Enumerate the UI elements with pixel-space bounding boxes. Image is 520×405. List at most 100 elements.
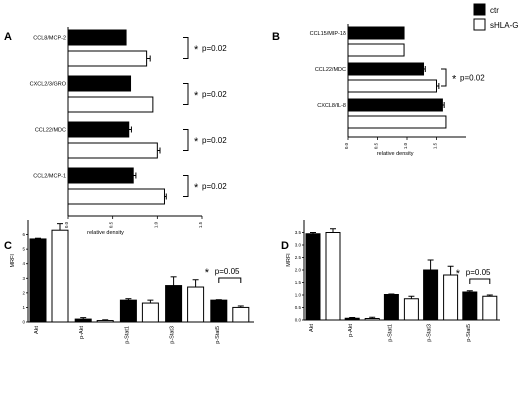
significance-bracket bbox=[183, 175, 189, 197]
p-value-label: p=0.02 bbox=[202, 90, 227, 99]
bar-shla-g-akt bbox=[51, 229, 69, 323]
legend-swatch-ctr bbox=[473, 3, 486, 16]
bar-ctr-p-akt bbox=[344, 317, 360, 321]
legend-swatch-shla-g bbox=[473, 18, 486, 31]
y-tick-label: 3.0 bbox=[295, 243, 302, 248]
bar-shla-g-cxcl2-3-gro bbox=[67, 96, 154, 113]
bar-ctr-p-akt bbox=[74, 318, 92, 323]
category-label-p-akt: p-Akt bbox=[79, 326, 85, 339]
panel-b: B 0.0 0.5 1.0 1.5 relative density CCL15/MIP-1… bbox=[272, 24, 485, 157]
y-tick-label: 3.5 bbox=[295, 230, 302, 235]
bar-ctr-akt bbox=[305, 233, 321, 321]
bar-ctr-ccl22-mdc bbox=[67, 121, 130, 138]
y-tick-label: 1 bbox=[22, 305, 25, 310]
panel-a: A 0.0 0.5 1.0 1.5 relative density CCL8/MCP-2 C… bbox=[4, 27, 227, 236]
significance-bracket bbox=[441, 68, 447, 87]
y-tick-label: 4 bbox=[22, 261, 25, 266]
category-label-p-stat3: p-Stat3 bbox=[427, 324, 433, 342]
bar-ctr-p-stat5 bbox=[462, 291, 478, 321]
y-tick-label: 3 bbox=[22, 276, 25, 281]
category-label-p-stat1: p-Stat1 bbox=[387, 324, 393, 342]
significance-star: * bbox=[194, 182, 199, 194]
x-tick-label: 0.0 bbox=[344, 142, 349, 149]
significance-star: * bbox=[194, 136, 199, 148]
significance-bracket bbox=[218, 277, 242, 283]
bar-ctr-ccl2-mcp-1 bbox=[67, 167, 134, 184]
significance-bracket bbox=[183, 37, 189, 59]
p-value-label: p=0.02 bbox=[202, 136, 227, 145]
y-tick-label: 2.5 bbox=[295, 255, 302, 260]
bar-ctr-p-stat5 bbox=[210, 299, 228, 323]
bar-shla-g-p-stat3 bbox=[443, 274, 459, 321]
y-axis-label: MRFI bbox=[10, 254, 16, 268]
y-tick-label: 6 bbox=[22, 232, 25, 237]
bar-shla-g-p-stat3 bbox=[187, 286, 205, 323]
bar-ctr-akt bbox=[29, 238, 47, 323]
bar-shla-g-p-stat1 bbox=[403, 298, 419, 321]
legend-label-ctr: ctr bbox=[490, 6, 499, 15]
category-label-p-stat3: p-Stat3 bbox=[170, 326, 176, 344]
y-tick-label: 0.5 bbox=[295, 305, 302, 310]
category-label-p-stat5: p-Stat5 bbox=[215, 326, 221, 344]
bar-shla-g-ccl22-mdc bbox=[347, 79, 437, 93]
bar-ctr-ccl15-mip-1 bbox=[347, 26, 405, 40]
panel-label: D bbox=[281, 240, 289, 252]
category-label-ccl22-mdc: CCL22/MDC bbox=[315, 67, 346, 73]
category-label-akt: Akt bbox=[34, 326, 40, 334]
x-tick-label: 1.5 bbox=[433, 142, 438, 149]
bar-shla-g-p-stat5 bbox=[482, 295, 498, 321]
bar-shla-g-ccl2-mcp-1 bbox=[67, 188, 165, 205]
y-tick-label: 0 bbox=[22, 320, 25, 325]
significance-star: * bbox=[194, 90, 199, 102]
y-tick-label: 0.0 bbox=[295, 318, 302, 323]
y-tick-label: 2.0 bbox=[295, 268, 302, 273]
category-label-akt: Akt bbox=[309, 324, 315, 332]
category-label-ccl22-mdc: CCL22/MDC bbox=[35, 128, 66, 134]
p-value-label: p=0.05 bbox=[466, 268, 491, 277]
bar-shla-g-cxcl8-il-8 bbox=[347, 115, 447, 129]
category-label-p-stat1: p-Stat1 bbox=[124, 326, 130, 344]
significance-bracket bbox=[183, 129, 189, 151]
y-tick-label: 1.0 bbox=[295, 293, 302, 298]
y-axis-label: MRFI bbox=[286, 253, 292, 267]
bar-shla-g-ccl15-mip-1 bbox=[347, 43, 405, 57]
significance-star: * bbox=[456, 268, 461, 280]
x-axis-label: relative density bbox=[377, 151, 414, 157]
category-label-p-akt: p-Akt bbox=[348, 324, 354, 337]
x-axis-label: relative density bbox=[87, 230, 124, 236]
y-tick-label: 5 bbox=[22, 247, 25, 252]
category-label-cxcl2-3-gro: CXCL2/3/GRO bbox=[30, 82, 67, 88]
p-value-label: p=0.02 bbox=[202, 182, 227, 191]
category-label-ccl15-mip-1: CCL15/MIP-1δ bbox=[310, 31, 346, 37]
bar-ctr-p-stat3 bbox=[165, 285, 183, 323]
significance-bracket bbox=[183, 83, 189, 105]
p-value-label: p=0.02 bbox=[460, 74, 485, 83]
legend: ctr sHLA-G bbox=[473, 3, 518, 31]
bar-shla-g-ccl22-mdc bbox=[67, 142, 158, 159]
bar-ctr-cxcl8-il-8 bbox=[347, 98, 443, 112]
y-tick-label: 2 bbox=[22, 290, 25, 295]
bar-ctr-p-stat1 bbox=[383, 294, 399, 321]
bar-shla-g-ccl8-mcp-2 bbox=[67, 50, 148, 67]
x-tick-label: 1.5 bbox=[198, 221, 203, 228]
p-value-label: p=0.02 bbox=[202, 44, 227, 53]
category-label-ccl8-mcp-2: CCL8/MCP-2 bbox=[33, 36, 66, 42]
bar-shla-g-akt bbox=[325, 232, 341, 321]
p-value-label: p=0.05 bbox=[215, 267, 240, 276]
bar-shla-g-p-akt bbox=[364, 318, 380, 321]
x-tick-label: 0.0 bbox=[64, 221, 69, 228]
bar-shla-g-p-akt bbox=[96, 320, 114, 323]
legend-label-shla-g: sHLA-G bbox=[490, 21, 518, 30]
y-tick-label: 1.5 bbox=[295, 280, 302, 285]
bar-ctr-ccl22-mdc bbox=[347, 62, 425, 76]
x-tick-label: 0.5 bbox=[374, 142, 379, 149]
panel-d: D 0.0 0.5 1.0 1.5 2.0 2.5 3.0 3.5 MRFI Akt p-Akt p-S… bbox=[281, 220, 500, 342]
category-label-cxcl8-il-8: CXCL8/IL-8 bbox=[317, 103, 346, 109]
panel-label: C bbox=[4, 240, 12, 252]
panel-label: A bbox=[4, 31, 12, 43]
x-tick-label: 0.5 bbox=[109, 221, 114, 228]
panel-label: B bbox=[272, 31, 280, 43]
bar-ctr-p-stat1 bbox=[119, 299, 137, 323]
bar-ctr-ccl8-mcp-2 bbox=[67, 29, 127, 46]
